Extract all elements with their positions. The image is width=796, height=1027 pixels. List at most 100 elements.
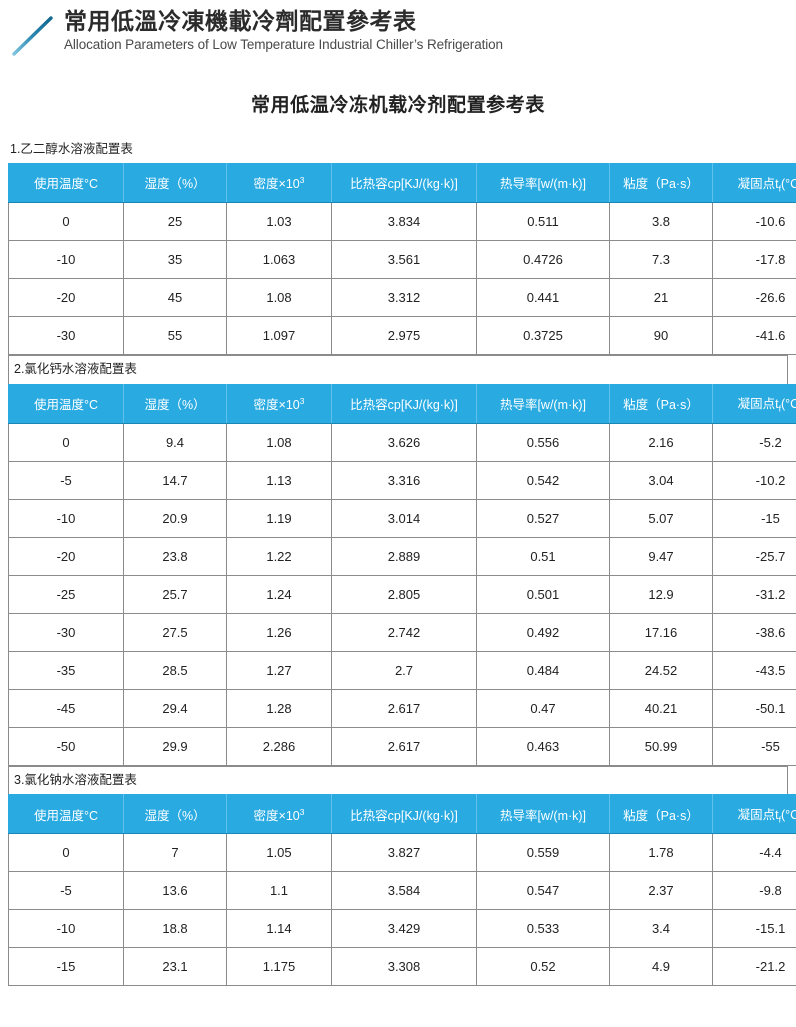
col-header-concentration: 湿度（%） <box>123 383 227 424</box>
col-header-thermal-conductivity: 热导率[w/(m·k)] <box>476 162 610 203</box>
table-cell: 1.22 <box>226 536 332 576</box>
table-cell: 45 <box>123 277 227 317</box>
table-cell: 0 <box>8 201 124 241</box>
table-cell: 0.547 <box>476 871 610 911</box>
letterhead: 常用低溫冷凍機載冷劑配置參考表 Allocation Parameters of… <box>0 0 796 62</box>
table-cell: 1.03 <box>226 201 332 241</box>
table-cell: -25.7 <box>712 536 796 576</box>
table-cell: 9.47 <box>609 536 713 576</box>
section-label-3: 3.氯化钠水溶液配置表 <box>8 765 788 795</box>
table-cell: -45 <box>8 688 124 728</box>
table-cell: 25 <box>123 201 227 241</box>
col-header-freezing-tail: (°C) <box>781 397 796 412</box>
table-cell: 2.742 <box>331 612 477 652</box>
table-cell: -15 <box>712 498 796 538</box>
table-row: -20 45 1.08 3.312 0.441 21 -26.6 <box>8 277 796 317</box>
table-cell: 35 <box>123 239 227 279</box>
col-header-specific-heat: 比热容cp[KJ/(kg·k)] <box>331 383 477 424</box>
table-cell: -41.6 <box>712 315 796 355</box>
table-cell: 0.52 <box>476 947 610 987</box>
table-cell: 1.24 <box>226 574 332 614</box>
table-cell: -31.2 <box>712 574 796 614</box>
table-cell: -25 <box>8 574 124 614</box>
table-cell: 21 <box>609 277 713 317</box>
table-cell: 3.8 <box>609 201 713 241</box>
table-cell: 20.9 <box>123 498 227 538</box>
table-cell: 3.626 <box>331 422 477 462</box>
col-header-specific-heat: 比热容cp[KJ/(kg·k)] <box>331 162 477 203</box>
table-cell: 55 <box>123 315 227 355</box>
table-block-3: 3.氯化钠水溶液配置表 使用温度°C 湿度（%） 密度×103 比热容cp[KJ… <box>8 765 796 987</box>
table-cell: -50 <box>8 726 124 766</box>
table-cell: 1.1 <box>226 871 332 911</box>
up-right-arrow-icon <box>8 10 60 58</box>
col-header-density-exp: 3 <box>299 175 305 186</box>
table-cell: 0.559 <box>476 833 610 873</box>
col-header-density: 密度×103 <box>226 383 332 424</box>
table-cell: 3.316 <box>331 460 477 500</box>
table-header-row: 使用温度°C 湿度（%） 密度×103 比热容cp[KJ/(kg·k)] 热导率… <box>8 794 796 835</box>
table-cell: 3.834 <box>331 201 477 241</box>
table-cell: -50.1 <box>712 688 796 728</box>
table-cell: -55 <box>712 726 796 766</box>
table-cell: -5.2 <box>712 422 796 462</box>
col-header-freezing-tail: (°C) <box>781 808 796 822</box>
table-cell: 17.16 <box>609 612 713 652</box>
table-row: 0 7 1.05 3.827 0.559 1.78 -4.4 <box>8 833 796 873</box>
table-cell: 3.4 <box>609 909 713 949</box>
col-header-freezing-sub: f <box>778 814 781 825</box>
table-row: -30 55 1.097 2.975 0.3725 90 -41.6 <box>8 315 796 355</box>
table-cell: 2.37 <box>609 871 713 911</box>
table-cell: 3.014 <box>331 498 477 538</box>
table-cell: 13.6 <box>123 871 227 911</box>
table-row: -30 27.5 1.26 2.742 0.492 17.16 -38.6 <box>8 612 796 652</box>
table-cell: 3.312 <box>331 277 477 317</box>
table-cell: 2.617 <box>331 726 477 766</box>
col-header-freezing-base: 凝固点t <box>737 176 779 191</box>
table-row: 0 25 1.03 3.834 0.511 3.8 -10.6 <box>8 201 796 241</box>
table-cell: 1.28 <box>226 688 332 728</box>
table-cell: 14.7 <box>123 460 227 500</box>
tables-container: 1.乙二醇水溶液配置表 使用温度°C 湿度（%） 密度×103 比热容cp[KJ… <box>0 142 796 987</box>
table-row: 0 9.4 1.08 3.626 0.556 2.16 -5.2 <box>8 422 796 462</box>
table-cell: 4.9 <box>609 947 713 987</box>
table-body-2: 0 9.4 1.08 3.626 0.556 2.16 -5.2 -5 14.7 1.13 3.31… <box>8 422 796 766</box>
table-cell: 2.16 <box>609 422 713 462</box>
col-header-freezing-base: 凝固点t <box>737 808 779 822</box>
table-cell: -15 <box>8 947 124 987</box>
table-cell: 3.04 <box>609 460 713 500</box>
param-table-3: 使用温度°C 湿度（%） 密度×103 比热容cp[KJ/(kg·k)] 热导率… <box>8 794 796 987</box>
table-cell: 23.1 <box>123 947 227 987</box>
table-cell: 3.308 <box>331 947 477 987</box>
table-cell: -30 <box>8 315 124 355</box>
table-header-row: 使用温度°C 湿度（%） 密度×103 比热容cp[KJ/(kg·k)] 热导率… <box>8 383 796 424</box>
table-cell: 90 <box>609 315 713 355</box>
table-cell: 7.3 <box>609 239 713 279</box>
col-header-density: 密度×103 <box>226 794 332 835</box>
table-cell: 5.07 <box>609 498 713 538</box>
table-cell: -35 <box>8 650 124 690</box>
table-cell: 29.9 <box>123 726 227 766</box>
table-cell: -43.5 <box>712 650 796 690</box>
table-cell: 2.617 <box>331 688 477 728</box>
table-cell: 2.975 <box>331 315 477 355</box>
table-cell: 2.889 <box>331 536 477 576</box>
table-cell: -10 <box>8 239 124 279</box>
brand-title-en: Allocation Parameters of Low Temperature… <box>64 36 503 52</box>
col-header-concentration: 湿度（%） <box>123 162 227 203</box>
table-cell: 1.063 <box>226 239 332 279</box>
table-cell: 2.805 <box>331 574 477 614</box>
col-header-viscosity: 粘度（Pa·s） <box>609 794 713 835</box>
table-cell: -9.8 <box>712 871 796 911</box>
table-cell: 0.463 <box>476 726 610 766</box>
table-row: -5 13.6 1.1 3.584 0.547 2.37 -9.8 <box>8 871 796 911</box>
col-header-use-temp: 使用温度°C <box>8 162 124 203</box>
table-row: -20 23.8 1.22 2.889 0.51 9.47 -25.7 <box>8 536 796 576</box>
table-cell: 25.7 <box>123 574 227 614</box>
col-header-density: 密度×103 <box>226 162 332 203</box>
col-header-viscosity: 粘度（Pa·s） <box>609 162 713 203</box>
table-cell: 1.08 <box>226 422 332 462</box>
table-row: -50 29.9 2.286 2.617 0.463 50.99 -55 <box>8 726 796 766</box>
table-row: -10 20.9 1.19 3.014 0.527 5.07 -15 <box>8 498 796 538</box>
table-cell: -21.2 <box>712 947 796 987</box>
